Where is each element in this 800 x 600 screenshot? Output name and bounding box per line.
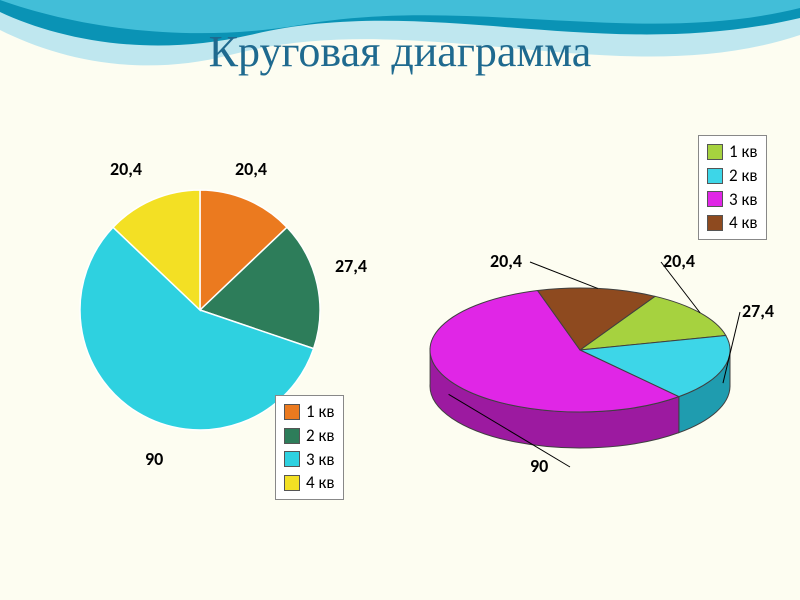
legend-label: 1 кв <box>306 400 335 424</box>
legend-label: 3 кв <box>306 448 335 472</box>
chart-data-label: 90 <box>530 455 548 477</box>
legend-label: 4 кв <box>729 211 758 235</box>
pie-chart-3d <box>0 0 800 600</box>
legend-swatch <box>284 451 300 467</box>
legend-item: 2 кв <box>284 424 335 448</box>
legend-label: 2 кв <box>729 164 758 188</box>
chart-data-label: 20,4 <box>490 250 522 272</box>
chart-data-label: 90 <box>145 448 163 470</box>
chart-data-label: 27,4 <box>742 300 774 322</box>
legend-item: 3 кв <box>284 448 335 472</box>
legend-chart1: 1 кв2 кв3 кв4 кв <box>275 395 344 500</box>
legend-label: 3 кв <box>729 188 758 212</box>
legend-swatch <box>284 475 300 491</box>
legend-item: 1 кв <box>284 400 335 424</box>
legend-item: 4 кв <box>284 471 335 495</box>
chart-data-label: 20,4 <box>235 158 267 180</box>
legend-item: 3 кв <box>707 188 758 212</box>
chart-data-label: 20,4 <box>110 158 142 180</box>
legend-swatch <box>284 404 300 420</box>
chart-data-label: 27,4 <box>335 255 367 277</box>
legend-label: 1 кв <box>729 140 758 164</box>
legend-label: 4 кв <box>306 471 335 495</box>
legend-item: 1 кв <box>707 140 758 164</box>
chart-data-label: 20,4 <box>663 250 695 272</box>
legend-label: 2 кв <box>306 424 335 448</box>
legend-swatch <box>284 428 300 444</box>
legend-chart2: 1 кв2 кв3 кв4 кв <box>698 135 767 240</box>
legend-swatch <box>707 191 723 207</box>
legend-item: 4 кв <box>707 211 758 235</box>
leader-line <box>530 262 598 288</box>
legend-swatch <box>707 215 723 231</box>
legend-swatch <box>707 144 723 160</box>
legend-swatch <box>707 168 723 184</box>
legend-item: 2 кв <box>707 164 758 188</box>
